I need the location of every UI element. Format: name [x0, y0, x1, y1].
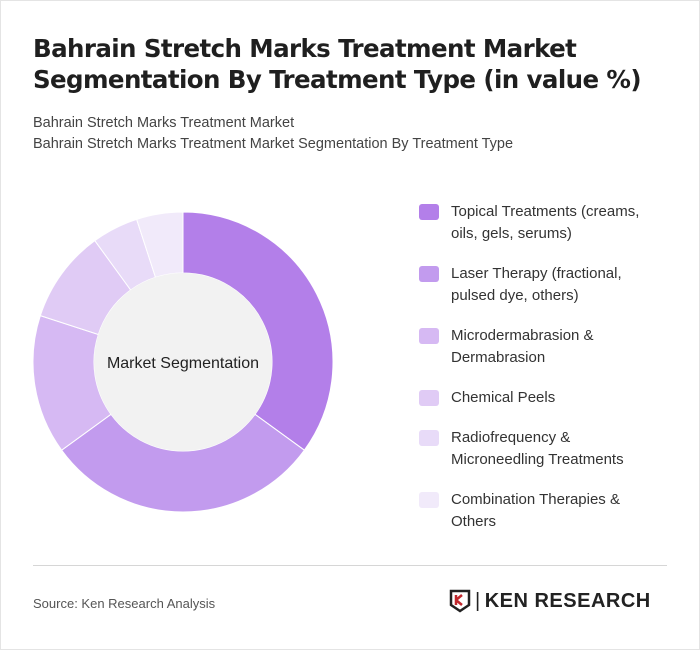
- subtitle: Bahrain Stretch Marks Treatment Market: [33, 115, 295, 131]
- subtitle-2: Bahrain Stretch Marks Treatment Market S…: [33, 136, 514, 152]
- legend-item: Combination Therapies & Others: [419, 489, 679, 533]
- legend-swatch: [419, 492, 439, 508]
- legend: Topical Treatments (creams, oils, gels, …: [419, 201, 679, 551]
- legend-item: Chemical Peels: [419, 387, 679, 409]
- legend-label: Radiofrequency & Microneedling Treatment…: [451, 429, 624, 468]
- center-label: Market Segmentation: [107, 355, 259, 372]
- ken-logo-icon: [449, 589, 471, 613]
- legend-label: Chemical Peels: [451, 389, 556, 406]
- legend-item: Topical Treatments (creams, oils, gels, …: [419, 201, 679, 245]
- legend-item: Microdermabrasion & Dermabrasion: [419, 325, 679, 369]
- legend-label: Laser Therapy (fractional, pulsed dye, o…: [451, 265, 622, 304]
- legend-swatch: [419, 204, 439, 220]
- legend-label: Combination Therapies & Others: [451, 491, 620, 530]
- divider: [33, 565, 667, 566]
- legend-item: Radiofrequency & Microneedling Treatment…: [419, 427, 679, 471]
- donut-center: [94, 273, 272, 451]
- chart-title: Bahrain Stretch Marks Treatment Market S…: [33, 34, 642, 94]
- legend-item: Laser Therapy (fractional, pulsed dye, o…: [419, 263, 679, 307]
- donut-chart: Market Segmentation: [32, 211, 334, 513]
- legend-swatch: [419, 328, 439, 344]
- source-note: Source: Ken Research Analysis: [33, 596, 216, 611]
- legend-label: Microdermabrasion & Dermabrasion: [451, 327, 594, 366]
- legend-label: Topical Treatments (creams, oils, gels, …: [451, 203, 640, 242]
- legend-swatch: [419, 266, 439, 282]
- legend-swatch: [419, 390, 439, 406]
- ken-research-logo: | KEN RESEARCH: [449, 589, 651, 613]
- legend-swatch: [419, 430, 439, 446]
